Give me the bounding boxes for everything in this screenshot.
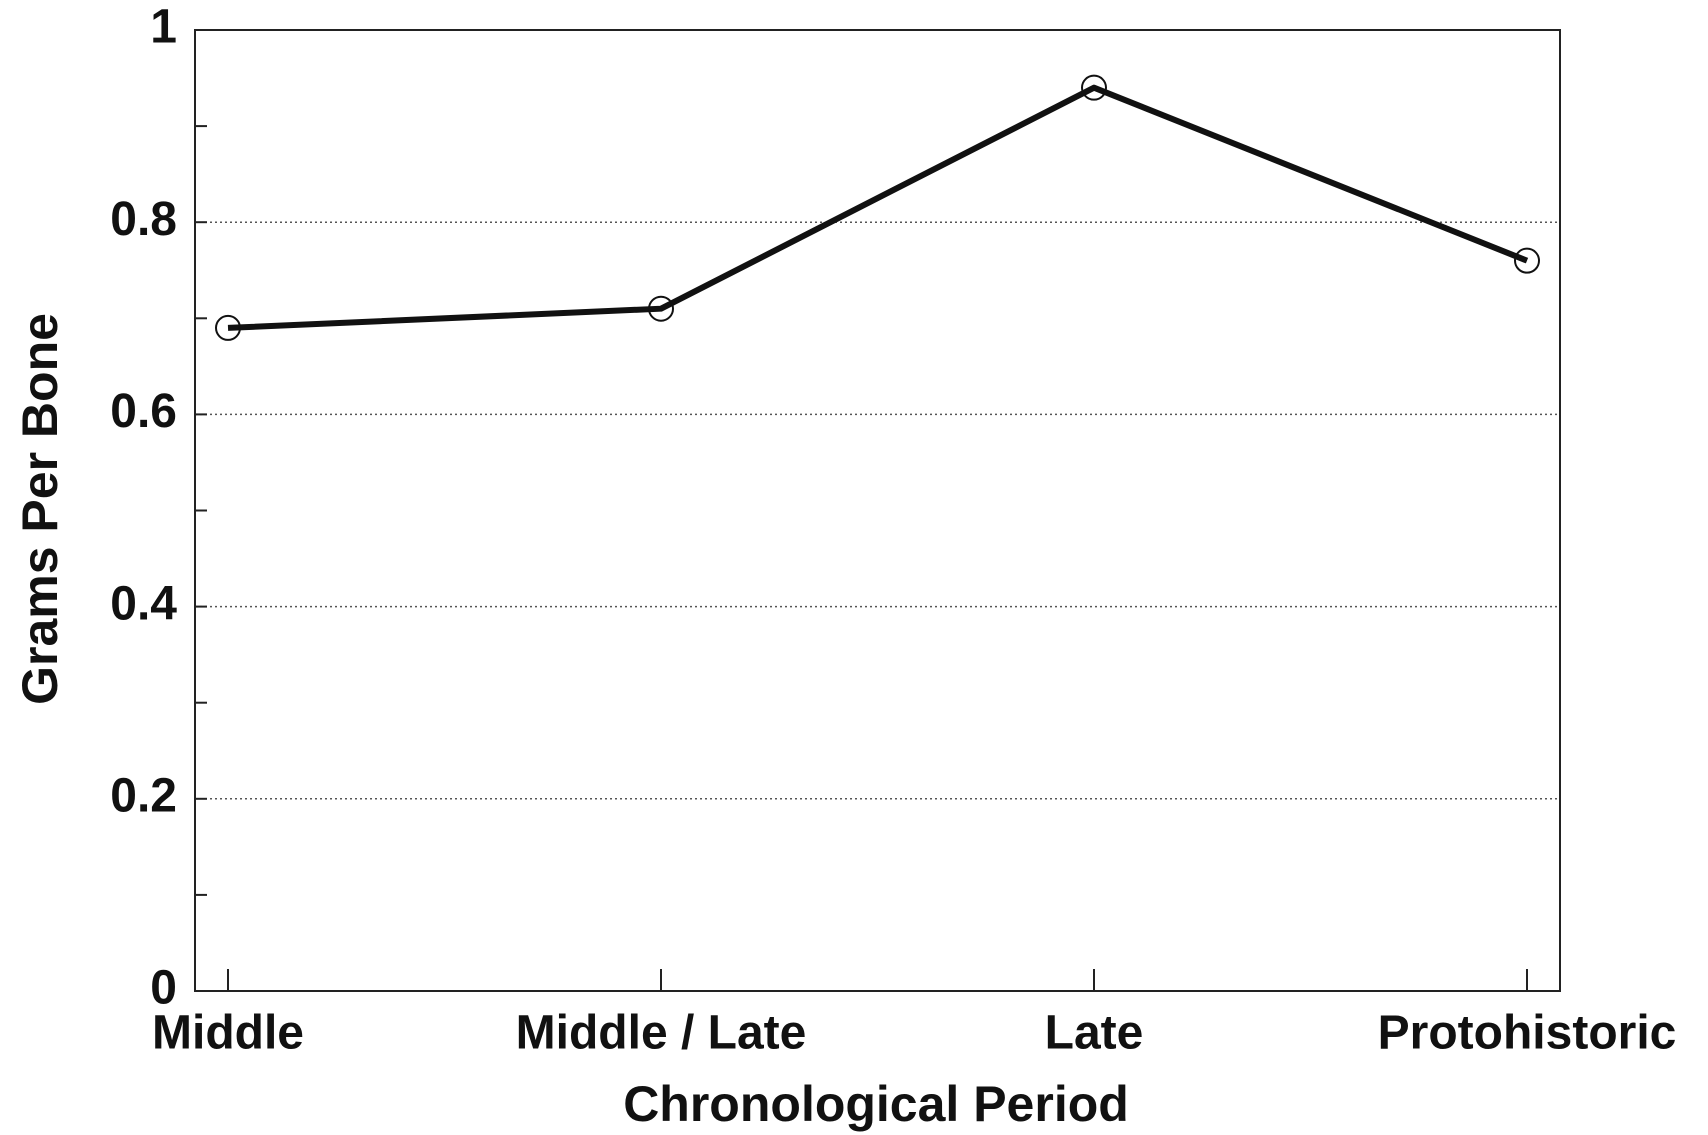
y-tick-label: 1	[150, 1, 177, 54]
x-tick-label: Protohistoric	[1378, 1007, 1677, 1060]
data-point	[648, 295, 674, 322]
y-tick-label: 0.2	[110, 769, 177, 822]
y-tick-label: 0.4	[110, 577, 177, 630]
data-point	[215, 314, 241, 341]
y-tick-label: 0.8	[110, 193, 177, 246]
x-axis-label: Chronological Period	[623, 1076, 1129, 1132]
data-line	[227, 84, 1529, 331]
x-tick-label: Middle / Late	[516, 1007, 807, 1060]
x-tick-label: Middle	[152, 1007, 304, 1060]
data-point	[1514, 247, 1540, 274]
y-tick-label: 0.6	[110, 385, 177, 438]
y-axis-label: Grams Per Bone	[12, 313, 68, 705]
data-point	[1081, 74, 1107, 101]
plot-frame	[194, 29, 1561, 992]
x-tick-label: Late	[1045, 1007, 1144, 1060]
y-tick-label: 0	[150, 962, 177, 1015]
